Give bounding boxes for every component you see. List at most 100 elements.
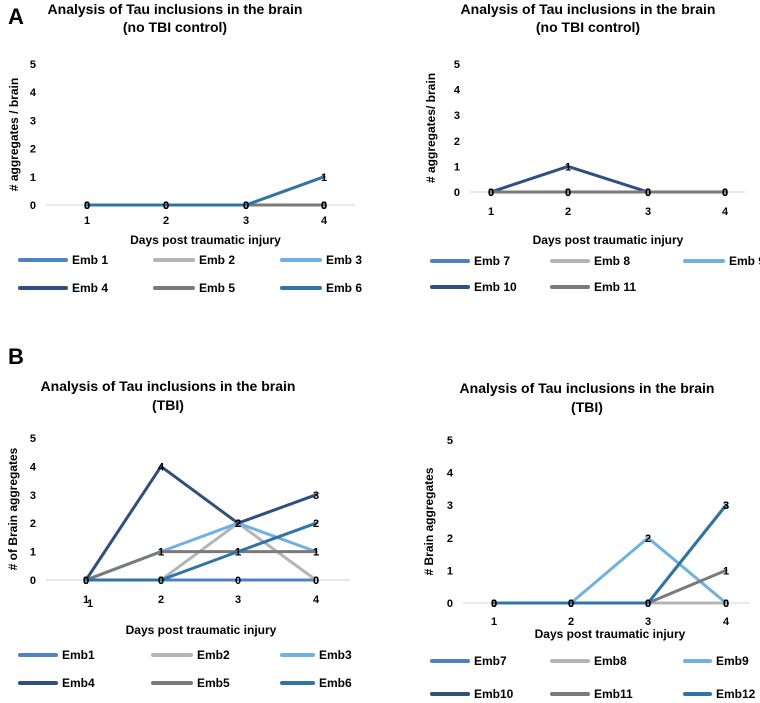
data-label-emb-6-1: 0	[163, 200, 169, 212]
data-label-emb10-0: 0	[491, 598, 497, 610]
legend-label-emb-10: Emb 10	[474, 280, 517, 294]
series-line-emb4	[84, 464, 318, 582]
y-tick-label-1: 1	[30, 172, 36, 184]
x-axis-label: Days post traumatic injury	[533, 233, 684, 247]
data-label-emb6-1: 0	[158, 575, 164, 587]
chart-title-line-0: Analysis of Tau inclusions in the brain	[460, 380, 715, 396]
y-axis-label: # Brain aggregates	[422, 467, 436, 575]
x-tick-label-3: 3	[645, 206, 651, 218]
data-label-emb-4-2: 0	[243, 200, 249, 212]
data-label-emb1-0: 0	[83, 575, 89, 587]
legend-label-emb-5: Emb 5	[199, 281, 235, 295]
x-tick-label-1: 1	[84, 215, 90, 227]
data-label-emb11-2: 0	[645, 598, 651, 610]
y-tick-label-2: 2	[30, 144, 36, 156]
legend-label-emb-3: Emb 3	[326, 253, 362, 267]
y-tick-label-5: 5	[30, 59, 36, 71]
y-tick-label-2: 2	[454, 136, 460, 148]
data-label-emb5-3: 1	[313, 547, 319, 559]
y-axis-label: # of Brain aggregates	[6, 447, 20, 570]
y-tick-label-0: 0	[30, 575, 36, 587]
data-label-emb10-2: 0	[645, 598, 651, 610]
legend-label-emb9: Emb9	[716, 654, 749, 668]
x-tick-label-1: 1	[488, 206, 494, 218]
data-label-emb-11-2: 0	[645, 187, 651, 199]
legend-label-emb6: Emb6	[319, 676, 352, 690]
y-tick-label-5: 5	[447, 435, 453, 447]
legend-label-emb-2: Emb 2	[199, 253, 235, 267]
x-tick-label-3: 3	[235, 594, 241, 606]
data-label-emb-3-0: 0	[84, 200, 90, 212]
series-line-emb6	[84, 521, 318, 582]
data-label-emb-5-3: 0	[321, 200, 327, 212]
data-label-emb5-0: 0	[83, 575, 89, 587]
data-label-emb-7-2: 0	[645, 187, 651, 199]
data-label-emb2-2: 2	[235, 518, 241, 530]
x-tick-label-2: 2	[158, 594, 164, 606]
data-label-emb-7-1: 0	[565, 187, 571, 199]
panel-letter-b: B	[8, 344, 24, 369]
data-label-emb9-0: 0	[491, 598, 497, 610]
series-line-emb10	[492, 503, 728, 605]
data-label-emb5-1: 1	[158, 547, 164, 559]
data-label-emb-5-1: 0	[163, 200, 169, 212]
data-label-emb-2-0: 0	[84, 200, 90, 212]
series-line-emb12	[492, 503, 728, 605]
data-label-emb7-0: 0	[491, 598, 497, 610]
legend-label-emb5: Emb5	[197, 676, 230, 690]
x-tick-label-2: 2	[565, 206, 571, 218]
data-label-emb9-3: 0	[723, 598, 729, 610]
x-axis-label: Days post traumatic injury	[535, 627, 686, 641]
x-tick-label-1: 1	[491, 616, 497, 628]
data-label-emb-7-0: 0	[488, 187, 494, 199]
data-label-emb6-0: 0	[83, 575, 89, 587]
data-label-emb-9-3: 0	[722, 187, 728, 199]
x-axis-label: Days post traumatic injury	[126, 623, 277, 637]
chart-a-control-2: Analysis of Tau inclusions in the brain (…	[380, 0, 760, 300]
x-axis-label: Days post traumatic injury	[130, 233, 281, 247]
data-label-emb-9-0: 0	[488, 187, 494, 199]
data-label-emb6-2: 1	[235, 547, 241, 559]
y-axis-label: # aggregates / brain	[7, 78, 21, 191]
legend-label-emb-8: Emb 8	[594, 254, 630, 268]
data-label-emb-6-0: 0	[84, 200, 90, 212]
data-label-emb-4-1: 0	[163, 200, 169, 212]
chart-title-line-1: (no TBI control)	[536, 19, 640, 35]
data-label-emb2-0: 0	[83, 575, 89, 587]
legend-label-emb10: Emb10	[474, 687, 514, 701]
y-tick-label-0: 0	[30, 200, 36, 212]
data-label-emb-5-2: 0	[243, 200, 249, 212]
data-label-emb-3-1: 0	[163, 200, 169, 212]
legend-label-emb-4: Emb 4	[72, 281, 108, 295]
chart-b-tbi-2: Analysis of Tau inclusions in the brain (…	[380, 340, 760, 703]
data-label-emb-8-3: 0	[722, 187, 728, 199]
data-label-emb3-1: 1	[158, 547, 164, 559]
data-label-emb2-1: 0	[158, 575, 164, 587]
data-label-emb3-2: 2	[235, 518, 241, 530]
y-tick-label-1: 1	[447, 565, 453, 577]
series-line-emb5	[84, 550, 318, 582]
data-label-emb11-0: 0	[491, 598, 497, 610]
legend-label-emb11: Emb11	[594, 687, 633, 701]
x-tick-label-4: 4	[313, 594, 320, 606]
y-tick-label-2: 2	[30, 518, 36, 530]
legend-label-emb3: Emb3	[319, 648, 352, 662]
data-label-emb-8-1: 0	[565, 187, 571, 199]
data-label-emb3-3: 1	[313, 547, 319, 559]
data-label-emb8-1: 0	[568, 598, 574, 610]
data-label-emb12-2: 0	[645, 598, 651, 610]
data-label-emb-1-0: 0	[84, 200, 90, 212]
data-label-emb7-3: 0	[723, 598, 729, 610]
data-label-emb7-1: 0	[568, 598, 574, 610]
data-label-emb9-2: 2	[645, 533, 651, 545]
y-tick-label-3: 3	[447, 500, 453, 512]
data-label-emb1-3: 0	[313, 575, 319, 587]
chart-title-line-1: (no TBI control)	[123, 19, 227, 35]
y-tick-label-3: 3	[454, 110, 460, 122]
y-tick-label-4: 4	[447, 468, 454, 480]
data-label-emb-11-1: 0	[565, 187, 571, 199]
data-label-emb4-0: 0	[83, 575, 89, 587]
data-label-emb12-0: 0	[491, 598, 497, 610]
chart-title-line-0: Analysis of Tau inclusions in the brain	[48, 1, 303, 17]
data-label-emb3-0: 0	[83, 575, 89, 587]
